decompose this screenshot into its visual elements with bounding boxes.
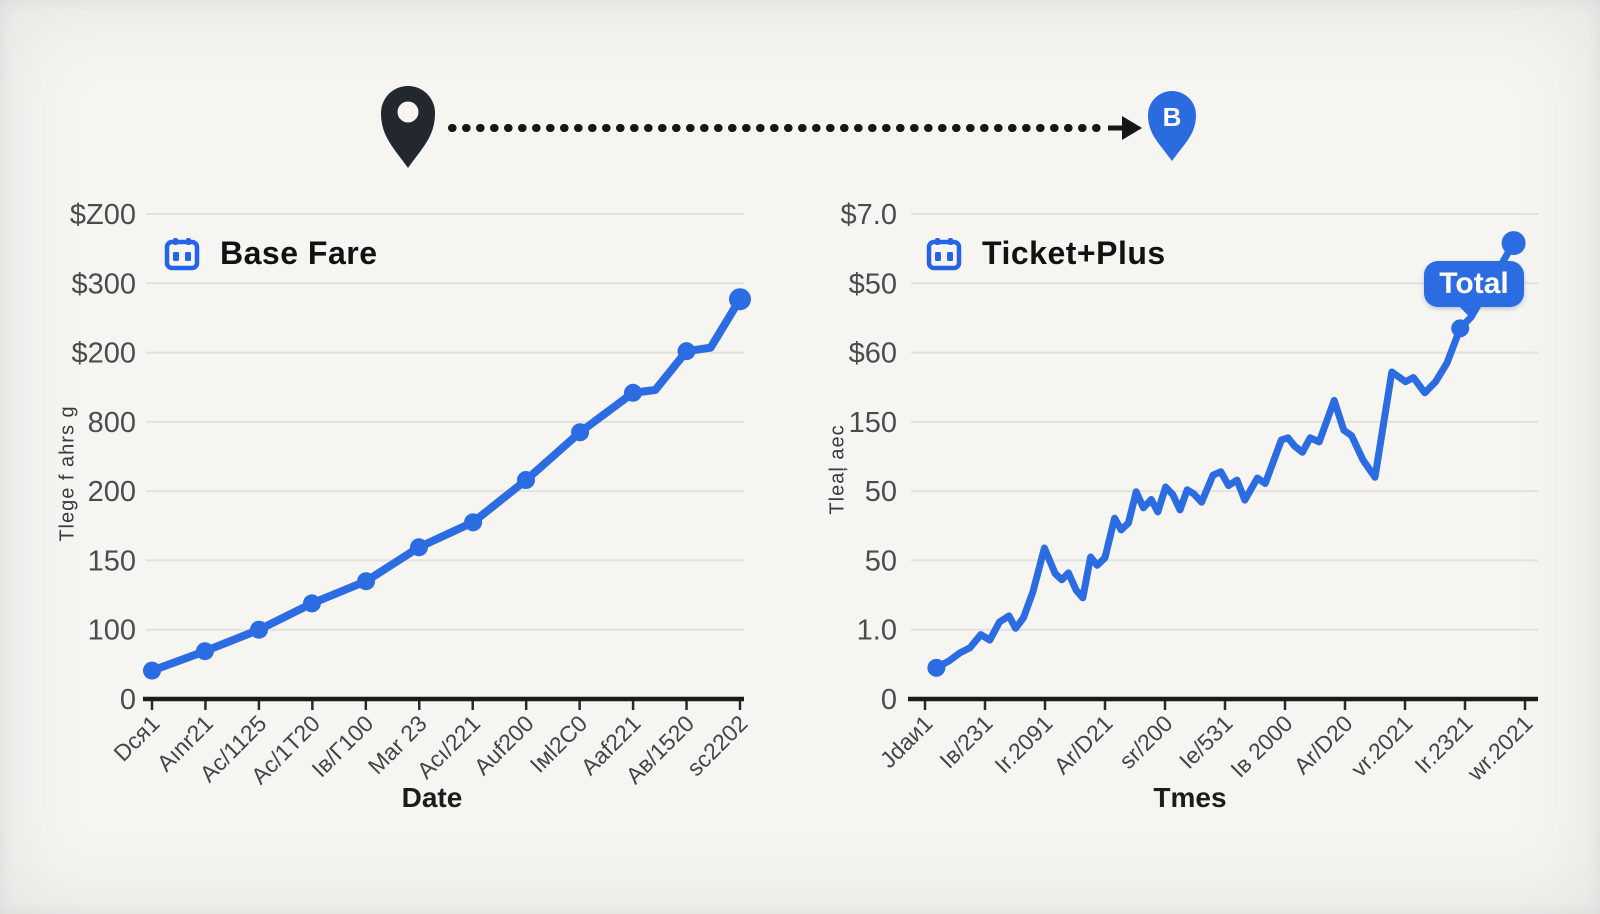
y-tick-label: 150 [88,545,136,577]
chart-title: Base Fare [220,235,378,271]
y-axis-title: Tlege f ahrs g [56,405,79,542]
y-tick-label: 150 [849,407,897,439]
data-point-marker [516,471,535,490]
y-tick-label: 1.0 [857,615,897,647]
x-tick-label: Jdaи1 [875,710,938,773]
destination-pin-icon [1148,91,1196,161]
route-graphic: B [380,85,1196,168]
y-tick-label: $200 [71,338,136,370]
x-tick-label: Ir.2091 [989,710,1057,778]
data-point-marker [357,572,376,591]
total-annotation-badge: Total [1424,261,1524,307]
y-tick-label: 50 [865,476,897,508]
destination-pin-label: B [1163,102,1182,132]
origin-pin-icon [380,85,435,168]
data-point-marker [571,423,590,442]
x-tick-label: wr.2021 [1461,710,1537,786]
data-line [932,239,1518,672]
ticket-plus-header: Ticket+Plus [924,233,1182,274]
y-tick-label: $300 [71,268,136,300]
data-point-marker [677,342,696,361]
y-tick-label: $Z00 [70,199,136,231]
x-tick-label: sr/200 [1114,710,1178,774]
calendar-icon [164,237,200,271]
x-axis-title: Date [401,782,463,813]
data-point-marker [1451,319,1470,338]
data-point-marker [250,620,269,639]
y-tick-label: 100 [88,615,136,647]
data-point-marker [1501,231,1526,256]
x-tick-label: Ar/D21 [1049,710,1118,779]
x-tick-label: Iв/231 [934,710,997,773]
y-tick-label: $60 [849,338,897,370]
base-fare-header: Base Fare [162,233,394,274]
y-tick-label: 0 [881,684,897,716]
data-point-marker [302,594,321,613]
y-tick-label: 800 [88,407,136,439]
origin-pin-hole [397,101,419,123]
y-tick-label: $7.0 [841,199,897,231]
x-tick-label: Iв 2000 [1225,710,1297,782]
y-tick-label: 200 [88,476,136,508]
data-point-marker [464,513,483,532]
x-tick-label: vr.2021 [1346,710,1418,782]
data-point-marker [927,658,946,677]
data-point-marker [409,538,428,557]
chart-title: Ticket+Plus [982,235,1166,271]
data-point-marker [623,383,642,402]
total-annotation-label: Total [1439,267,1509,300]
calendar-icon [926,237,962,271]
route-arrowhead-icon [1122,116,1142,140]
x-axis-title: Tmes [1153,782,1227,813]
data-point-marker [143,661,161,680]
data-point-marker [729,288,751,311]
y-tick-label: 50 [865,545,897,577]
y-tick-label: $50 [849,268,897,300]
x-tick-label: Ar/D20 [1289,710,1358,779]
y-tick-label: 0 [120,684,136,716]
data-point-marker [195,642,214,661]
y-axis-title: Tleaļ aec [826,424,849,515]
